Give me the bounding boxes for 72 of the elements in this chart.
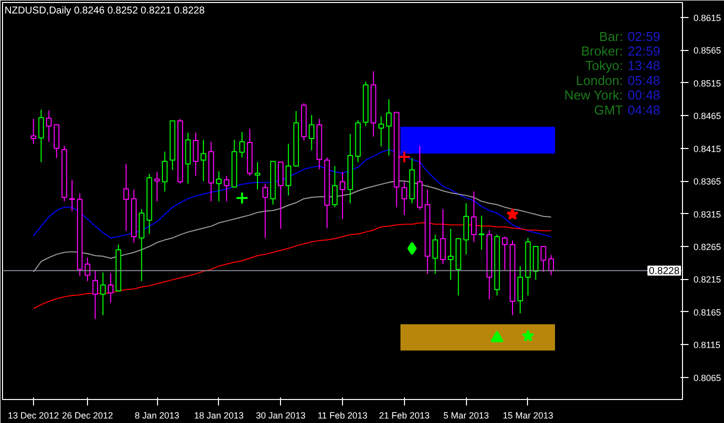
y-tick-label: 0.8265	[694, 242, 722, 252]
candlestick	[108, 272, 114, 304]
x-tick-label: 5 Mar 2013	[443, 410, 489, 420]
y-tick-label: 0.8215	[694, 274, 722, 285]
candlestick	[386, 98, 392, 156]
candlestick	[278, 162, 284, 230]
candlestick	[432, 234, 438, 274]
text: GMT 04:48	[594, 102, 660, 118]
candlestick	[402, 181, 408, 216]
candlestick	[38, 109, 44, 163]
text: Bar: 02:59	[599, 28, 660, 44]
x-tick-label: 15 Mar 2013	[502, 410, 554, 420]
candlestick	[340, 171, 346, 220]
x-tick-label: 8 Jan 2013	[134, 410, 180, 420]
candlestick	[162, 151, 168, 192]
candlestick	[54, 124, 60, 159]
y-tick-label: 0.8065	[694, 372, 722, 383]
candlestick	[239, 132, 245, 158]
candlestick	[540, 246, 546, 272]
ref-line-label: 0.8228	[648, 266, 680, 278]
y-tick-label: 0.8615	[694, 13, 722, 24]
candlestick	[100, 272, 106, 316]
candlestick	[224, 175, 230, 202]
candlestick	[92, 270, 98, 320]
candlestick	[123, 164, 129, 232]
point	[522, 330, 534, 342]
y-tick-label: 0.8465	[694, 111, 722, 122]
candlestick	[84, 257, 90, 282]
text: Tokyo: 13:48	[585, 58, 660, 74]
candlestick	[254, 162, 260, 190]
y-tick-label: 0.8515	[694, 78, 722, 88]
candlestick	[154, 171, 160, 202]
candlestick	[478, 215, 484, 250]
candlestick	[502, 236, 508, 270]
x-tick-label: 11 Feb 2013	[318, 410, 368, 420]
line-series	[32, 180, 552, 272]
x-tick-label: 18 Jan 2013	[194, 410, 244, 420]
candlestick	[200, 139, 206, 182]
candlestick	[378, 116, 384, 147]
text: London: 05:48	[576, 72, 660, 88]
y-tick-label: 0.8115	[694, 340, 720, 350]
candlestick	[216, 170, 222, 202]
x-tick-label: 13 Dec 2012	[8, 410, 59, 420]
candlestick	[192, 132, 198, 176]
point	[407, 242, 417, 255]
candlestick	[286, 143, 292, 196]
text: New York: 00:48	[564, 88, 660, 103]
point	[506, 208, 519, 220]
point	[490, 330, 504, 342]
candlestick	[448, 228, 454, 280]
x-tick-label: 26 Dec 2012	[62, 410, 114, 420]
y-tick-label: 0.8415	[694, 144, 722, 154]
candlestick	[463, 202, 469, 255]
candlestick	[262, 183, 268, 238]
y-tick-label: 0.8165	[694, 307, 722, 318]
candlestick	[332, 166, 338, 208]
y-tick-label: 0.8315	[694, 209, 722, 220]
point	[398, 150, 411, 164]
x-tick-label: 21 Feb 2013	[379, 410, 430, 420]
candlestick	[440, 208, 446, 265]
candlestick	[517, 266, 524, 314]
point	[236, 192, 249, 205]
candlestick	[471, 191, 477, 242]
candlestick	[30, 118, 36, 144]
candlestick	[46, 110, 52, 142]
candlestick	[308, 114, 314, 151]
y-tick-label: 0.8565	[694, 46, 722, 56]
candlestick	[69, 179, 75, 212]
text: Broker: 22:59	[581, 44, 660, 59]
chart-title: NZDUSD,Daily 0.8246 0.8252 0.8221 0.8228	[4, 6, 206, 16]
y-tick-label: 0.8365	[694, 176, 722, 187]
x-tick-label: 30 Jan 2013	[256, 410, 306, 420]
